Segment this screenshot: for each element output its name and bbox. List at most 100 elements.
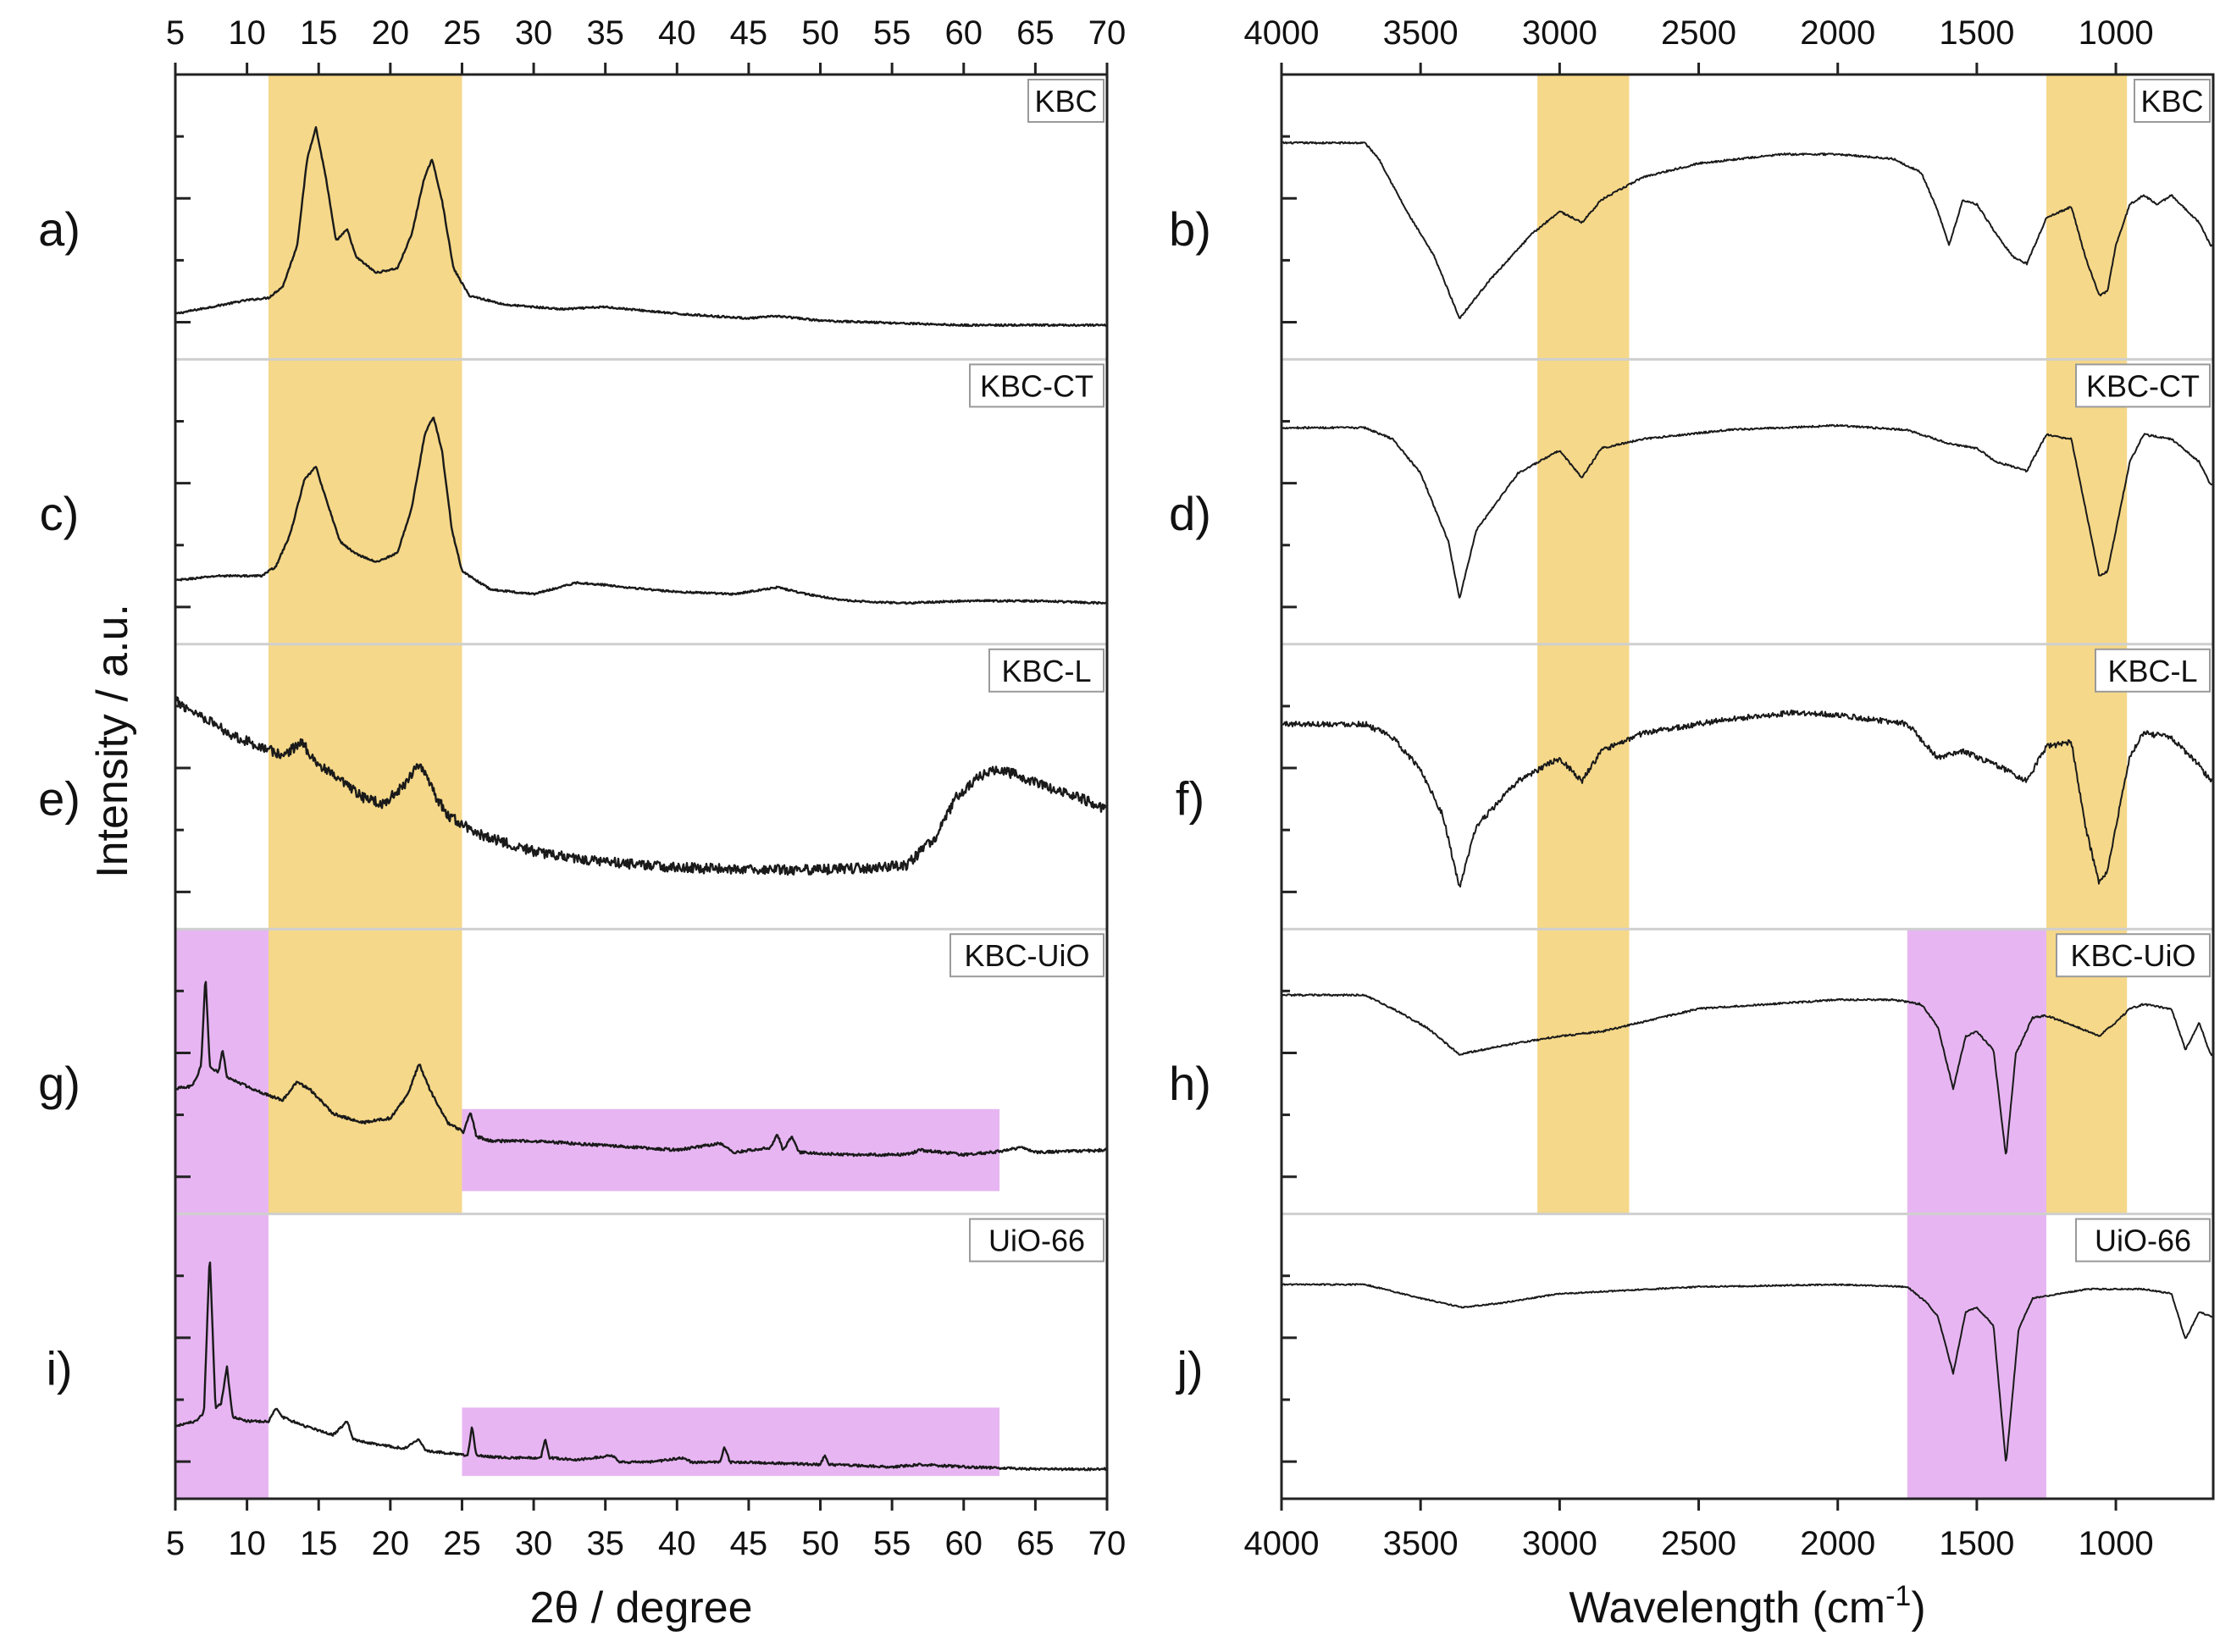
xrd-trace-kbc-ct xyxy=(174,417,1108,605)
ftir-x-tick-label-top: 3000 xyxy=(1522,14,1597,52)
xrd-sample-label: KBC-UiO xyxy=(964,938,1089,973)
ftir-trace-uio-66 xyxy=(1281,1283,2214,1461)
xrd-x-tick-label-top: 60 xyxy=(945,14,983,52)
ftir-sample-label-box xyxy=(2056,933,2211,978)
xrd-x-tick-label-bottom: 50 xyxy=(801,1525,839,1562)
ftir-sample-label: KBC-UiO xyxy=(2070,938,2195,973)
ftir-x-ticks: 4000 4000 3500 3500 3000 3000 2500 2500 2000 2000… xyxy=(1244,14,2154,1562)
ftir-x-tick-label-bottom: 1000 xyxy=(2079,1525,2154,1562)
ftir-sample-label: UiO-66 xyxy=(2095,1224,2191,1258)
xrd-x-tick-label-top: 5 xyxy=(166,14,185,52)
xrd-sample-label-box xyxy=(969,1218,1104,1262)
xrd-plot-frame xyxy=(174,73,1109,1500)
xrd-x-tick-label-top: 10 xyxy=(228,14,266,52)
ftir-sample-label: KBC-L xyxy=(2107,654,2197,688)
xrd-y-ticks xyxy=(175,135,191,1463)
xrd-sample-label: KBC-L xyxy=(1001,654,1091,688)
ftir-x-tick-label-bottom: 3500 xyxy=(1383,1525,1459,1562)
ftir-x-tick-label-top: 2500 xyxy=(1661,14,1736,52)
ftir-x-tick-label-top: 1000 xyxy=(2079,14,2154,52)
ftir-x-tick-label-bottom: 2000 xyxy=(1800,1525,1875,1562)
xrd-x-tick-label-bottom: 10 xyxy=(228,1525,266,1562)
ftir-x-tick-label-bottom: 1500 xyxy=(1939,1525,2014,1562)
xrd-sample-labels: KBC KBC-CT KBC-L KBC-UiO UiO-66 xyxy=(949,79,1104,1262)
ftir-trace-kbc-ct xyxy=(1281,423,2214,599)
ftir-panel: 4000 4000 3500 3500 3000 3000 2500 2500 2000 2000… xyxy=(1169,14,2215,1633)
xrd-x-tick-label-bottom: 5 xyxy=(166,1525,185,1562)
xrd-panel-letter: a) xyxy=(38,202,80,256)
xrd-x-tick-label-top: 15 xyxy=(300,14,338,52)
ftir-trace-kbc-l xyxy=(1281,709,2214,888)
xrd-trace-kbc-l xyxy=(174,696,1109,876)
xrd-sample-label-box xyxy=(949,933,1104,978)
ftir-panel-letter: j) xyxy=(1175,1341,1203,1395)
ftir-sample-label-box xyxy=(2095,648,2211,693)
ftir-panel-letter: h) xyxy=(1169,1057,1211,1110)
xrd-sample-label-box xyxy=(988,648,1104,693)
xrd-dividers xyxy=(175,357,1107,1216)
ftir-panel-letters: b) d) f) h) j) xyxy=(1169,202,1211,1395)
xrd-trace-kbc xyxy=(174,126,1109,328)
xrd-x-tick-label-bottom: 15 xyxy=(300,1525,338,1562)
ftir-x-tick-label-top: 1500 xyxy=(1939,14,2014,52)
xrd-traces xyxy=(174,126,1109,1472)
ftir-x-tick-label-bottom: 2500 xyxy=(1661,1525,1736,1562)
ftir-trace-kbc-uio xyxy=(1281,993,2214,1155)
xrd-panel-letter: c) xyxy=(40,487,80,540)
xrd-x-tick-label-top: 25 xyxy=(443,14,481,52)
xrd-sample-label: KBC-CT xyxy=(980,368,1093,403)
xrd-sample-label: UiO-66 xyxy=(988,1224,1085,1258)
ftir-x-tick-label-bottom: 3000 xyxy=(1522,1525,1597,1562)
ftir-panel-letter: f) xyxy=(1176,772,1204,826)
xrd-x-tick-label-top: 50 xyxy=(801,14,839,52)
xrd-x-tick-label-top: 30 xyxy=(515,14,553,52)
ftir-panel-letter: b) xyxy=(1169,202,1211,256)
ftir-sample-label: KBC xyxy=(2140,84,2203,119)
ftir-dividers xyxy=(1282,357,2213,1216)
xrd-x-tick-label-bottom: 35 xyxy=(586,1525,624,1562)
xrd-x-tick-label-top: 40 xyxy=(658,14,696,52)
ftir-sample-label: KBC-CT xyxy=(2086,368,2200,403)
xrd-sample-label: KBC xyxy=(1034,84,1097,119)
xrd-panel-letter: i) xyxy=(46,1341,72,1395)
xrd-x-tick-label-bottom: 55 xyxy=(873,1525,911,1562)
ftir-sample-labels: KBC KBC-CT KBC-L KBC-UiO UiO-66 xyxy=(2056,79,2211,1262)
xrd-sample-label-box xyxy=(969,363,1104,408)
xrd-x-axis-title: 2θ / degree xyxy=(529,1583,752,1633)
xrd-y-axis-title: Intensity / a.u. xyxy=(88,604,137,878)
xrd-x-tick-label-top: 45 xyxy=(730,14,768,52)
xrd-x-tick-label-bottom: 60 xyxy=(945,1525,983,1562)
xrd-x-tick-label-bottom: 70 xyxy=(1088,1525,1127,1562)
ftir-sample-label-box xyxy=(2134,79,2211,123)
xrd-x-ticks: 5510101515202025253030353540404545505055… xyxy=(166,14,1126,1562)
xrd-x-tick-label-bottom: 65 xyxy=(1016,1525,1055,1562)
xrd-panel-letter: e) xyxy=(38,772,80,826)
xrd-trace-uio-66 xyxy=(174,1261,1108,1472)
ftir-y-ticks xyxy=(1282,135,1297,1463)
xrd-panel-letter: g) xyxy=(38,1057,80,1110)
ftir-traces xyxy=(1281,141,2214,1461)
xrd-sample-label-box xyxy=(1027,79,1104,123)
xrd-panel-letters: a) c) e) g) i) xyxy=(38,202,80,1395)
xrd-x-tick-label-bottom: 45 xyxy=(730,1525,768,1562)
xrd-trace-kbc-uio xyxy=(174,981,1108,1158)
ftir-x-tick-label-top: 4000 xyxy=(1244,14,1320,52)
xrd-x-tick-label-bottom: 25 xyxy=(443,1525,481,1562)
ftir-x-tick-label-top: 3500 xyxy=(1383,14,1459,52)
xrd-x-tick-label-top: 55 xyxy=(873,14,911,52)
xrd-x-tick-label-top: 35 xyxy=(586,14,624,52)
ftir-panel-letter: d) xyxy=(1169,487,1211,540)
xrd-x-tick-label-top: 65 xyxy=(1016,14,1055,52)
ftir-trace-kbc xyxy=(1281,141,2214,319)
ftir-x-tick-label-top: 2000 xyxy=(1800,14,1875,52)
ftir-sample-label-box xyxy=(2075,1218,2211,1262)
xrd-x-tick-label-top: 20 xyxy=(372,14,410,52)
ftir-plot-frame xyxy=(1280,73,2215,1500)
ftir-x-axis-title: Wavelength (cm-1) xyxy=(1569,1580,1925,1633)
xrd-x-tick-label-bottom: 30 xyxy=(515,1525,553,1562)
xrd-highlight-band-4 xyxy=(462,1407,1000,1477)
xrd-panel: 5510101515202025253030353540404545505055… xyxy=(38,14,1126,1633)
xrd-highlights xyxy=(175,75,1000,1499)
xrd-x-tick-label-bottom: 40 xyxy=(658,1525,696,1562)
